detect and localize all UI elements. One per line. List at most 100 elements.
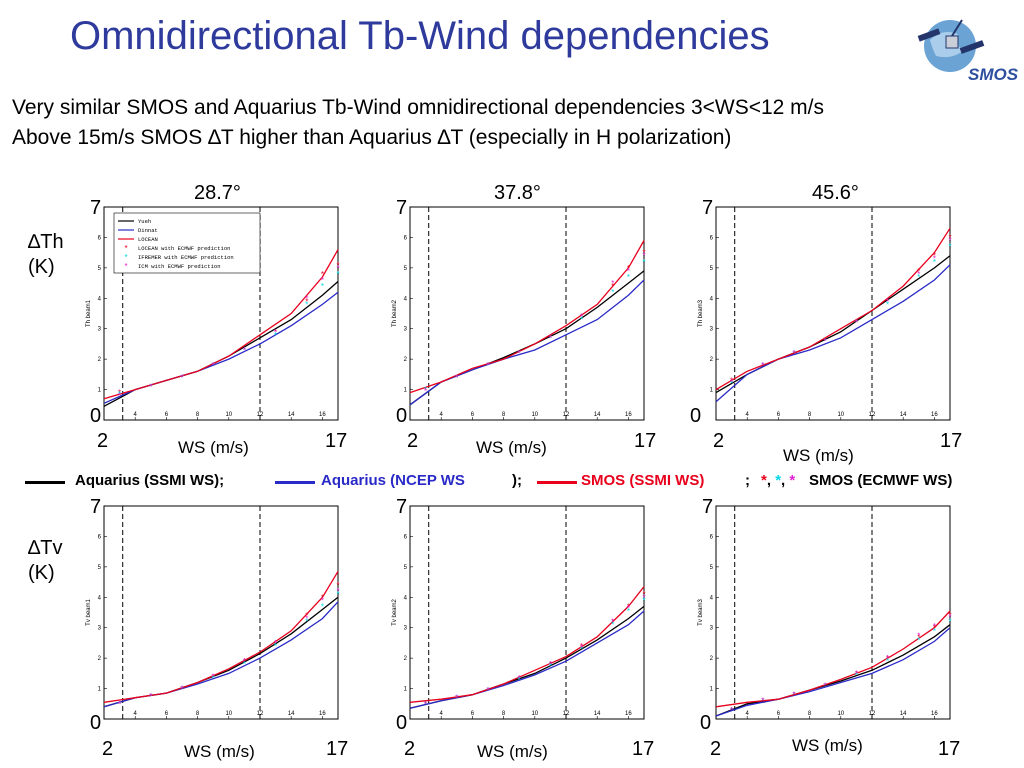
inner-legend: Yueh Dinnat LOCEAN * LOCEAN with ECMWF predi… bbox=[113, 212, 261, 274]
series-line-locean bbox=[409, 240, 645, 394]
data-point: * bbox=[518, 674, 521, 683]
data-point: * bbox=[580, 642, 583, 651]
y-tick-label: 3 bbox=[710, 327, 714, 333]
data-point: * bbox=[611, 288, 614, 297]
data-point: * bbox=[917, 631, 920, 640]
series-line-dinnat bbox=[409, 610, 645, 709]
data-point: * bbox=[336, 590, 339, 599]
x-tick-label: 14 bbox=[594, 711, 601, 717]
legend-star-1: * bbox=[775, 472, 782, 489]
data-point: * bbox=[627, 604, 630, 613]
y-axis-label: Th beam3 bbox=[698, 299, 704, 327]
data-point: * bbox=[580, 313, 583, 322]
big-y-bottom: 0 bbox=[700, 712, 712, 734]
angle-label-2: 37.8° bbox=[494, 182, 541, 204]
data-point: * bbox=[424, 700, 427, 709]
data-point: * bbox=[761, 697, 764, 706]
data-point: * bbox=[518, 349, 521, 358]
y-tick-label: 4 bbox=[98, 296, 102, 302]
data-point: * bbox=[549, 660, 552, 669]
y-tick-label: 6 bbox=[710, 235, 714, 241]
data-point: * bbox=[243, 657, 246, 666]
y-tick-label: 1 bbox=[98, 687, 102, 693]
x-tick-label: 10 bbox=[225, 412, 232, 418]
data-point: * bbox=[886, 297, 889, 306]
data-point: * bbox=[730, 378, 733, 387]
data-point: * bbox=[212, 672, 215, 681]
data-point: * bbox=[730, 706, 733, 715]
data-point: * bbox=[580, 313, 583, 322]
legend-aquarius-ncep-end: ); bbox=[512, 472, 522, 489]
y-tick-label: 6 bbox=[404, 534, 408, 540]
big-x-left: 2 bbox=[713, 430, 725, 452]
series-line-locean bbox=[103, 249, 339, 400]
data-point: * bbox=[305, 618, 308, 627]
data-point: * bbox=[118, 700, 121, 709]
x-tick-label: 4 bbox=[134, 711, 138, 717]
data-point: * bbox=[212, 361, 215, 370]
big-y-top: 7 bbox=[90, 197, 102, 219]
legend-line-red bbox=[537, 481, 577, 484]
data-point: * bbox=[824, 337, 827, 346]
series-line-dinnat bbox=[715, 264, 951, 403]
data-point: * bbox=[948, 612, 951, 621]
data-point: * bbox=[611, 618, 614, 627]
x-tick-label: 10 bbox=[225, 711, 232, 717]
y-tick-label: 3 bbox=[404, 327, 408, 333]
data-point: * bbox=[455, 373, 458, 382]
data-point: * bbox=[118, 390, 121, 399]
data-point: * bbox=[305, 612, 308, 621]
inner-legend-label: LOCEAN bbox=[138, 236, 158, 243]
data-point: * bbox=[424, 700, 427, 709]
series-line-yueh bbox=[715, 624, 951, 717]
data-point: * bbox=[321, 270, 324, 279]
big-y-top: 7 bbox=[702, 197, 714, 219]
legend-line-blue bbox=[275, 481, 315, 484]
y-tick-label: 4 bbox=[710, 595, 714, 601]
data-point: * bbox=[886, 297, 889, 306]
data-point: * bbox=[933, 252, 936, 261]
data-point: * bbox=[455, 373, 458, 382]
data-point: * bbox=[180, 373, 183, 382]
data-point: * bbox=[486, 361, 489, 370]
data-point: * bbox=[518, 675, 521, 684]
data-point: * bbox=[855, 671, 858, 680]
data-point: * bbox=[761, 361, 764, 370]
ws-label: WS (m/s) bbox=[476, 438, 547, 457]
data-point: * bbox=[118, 700, 121, 709]
data-point: * bbox=[792, 349, 795, 358]
data-point: * bbox=[455, 694, 458, 703]
data-point: * bbox=[611, 618, 614, 627]
y-tick-label: 5 bbox=[98, 565, 102, 571]
data-point: * bbox=[149, 692, 152, 701]
data-point: * bbox=[761, 361, 764, 370]
x-tick-label: 6 bbox=[471, 711, 475, 717]
x-tick-label: 14 bbox=[900, 711, 907, 717]
data-point: * bbox=[917, 636, 920, 645]
legend-aquarius-ssmi: Aquarius (SSMI WS); bbox=[75, 472, 225, 489]
data-point: * bbox=[948, 618, 951, 627]
data-point: * bbox=[824, 682, 827, 691]
x-tick-label: 10 bbox=[837, 711, 844, 717]
data-point: * bbox=[180, 685, 183, 694]
big-x-left: 2 bbox=[407, 430, 419, 452]
data-point: * bbox=[424, 700, 427, 709]
data-point: * bbox=[886, 300, 889, 309]
big-y-top: 7 bbox=[90, 496, 102, 518]
y-tick-label: 2 bbox=[710, 357, 714, 363]
y-tick-label: 2 bbox=[98, 656, 102, 662]
y-axis-label: Tv beam2 bbox=[392, 599, 398, 626]
inner-legend-marker: * bbox=[124, 253, 127, 262]
chart-tv-beam2: 46810121416123456Tv beam2***************… bbox=[392, 505, 646, 720]
data-point: * bbox=[212, 361, 215, 370]
data-point: * bbox=[149, 383, 152, 392]
page-title: Omnidirectional Tb-Wind dependencies bbox=[70, 14, 770, 58]
x-tick-label: 4 bbox=[134, 412, 138, 418]
data-point: * bbox=[243, 660, 246, 669]
data-point: * bbox=[886, 654, 889, 663]
data-point: * bbox=[948, 243, 951, 252]
x-tick-label: 8 bbox=[808, 711, 812, 717]
data-point: * bbox=[642, 249, 645, 258]
data-point: * bbox=[549, 660, 552, 669]
data-point: * bbox=[933, 622, 936, 631]
